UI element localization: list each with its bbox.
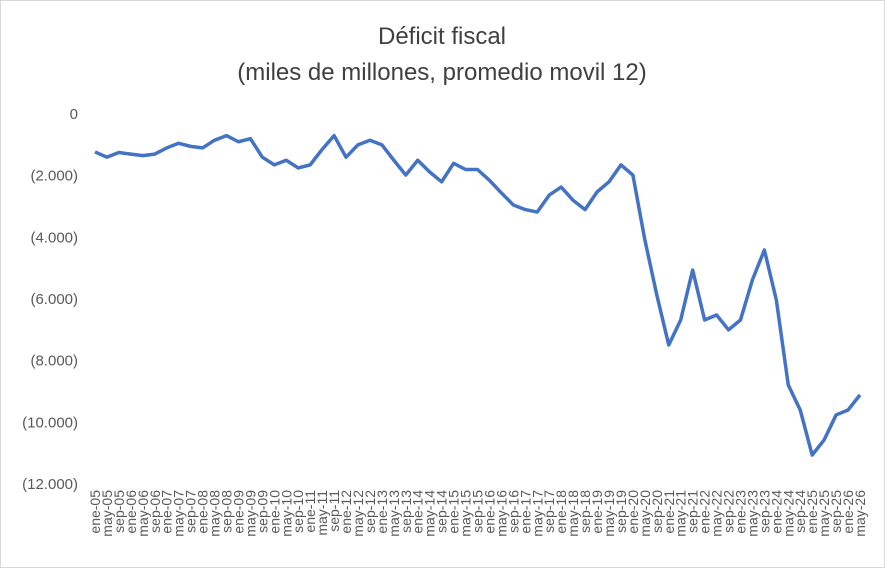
x-tick-label: ene-06	[123, 490, 139, 534]
x-tick-label: may-15	[458, 490, 474, 537]
x-tick-label: may-21	[673, 490, 689, 537]
x-tick-label: ene-15	[446, 490, 462, 534]
x-tick-label: may-08	[207, 490, 223, 537]
x-tick-label: may-12	[350, 490, 366, 537]
x-tick-label: may-22	[709, 490, 725, 537]
y-tick-label: (2.000)	[30, 168, 78, 185]
x-tick-label: ene-25	[804, 490, 820, 534]
x-tick-label: sep-11	[326, 490, 342, 532]
x-tick-label: may-14	[422, 490, 438, 537]
chart-title: Déficit fiscal	[378, 23, 506, 50]
x-tick-label: may-17	[529, 490, 545, 537]
x-tick-label: may-20	[637, 490, 653, 537]
x-tick-label: ene-09	[230, 490, 246, 534]
x-tick-label: may-23	[744, 490, 760, 537]
x-tick-label: sep-07	[183, 490, 199, 533]
x-tick-label: ene-16	[481, 490, 497, 534]
x-tick-label: ene-12	[338, 490, 354, 534]
x-tick-label: sep-08	[218, 490, 234, 533]
x-tick-label: may-24	[780, 490, 796, 537]
chart-subtitle: (miles de millones, promedio movil 12)	[237, 59, 646, 86]
x-tick-label: sep-23	[756, 490, 772, 533]
x-tick-label: ene-11	[302, 490, 318, 533]
x-tick-label: may-16	[493, 490, 509, 537]
x-tick-label: ene-19	[589, 490, 605, 534]
x-tick-label: may-07	[171, 490, 187, 537]
data-line	[94, 133, 862, 457]
y-tick-label: (12.000)	[22, 476, 78, 493]
x-tick-label: sep-06	[147, 490, 163, 533]
x-tick-label: sep-24	[792, 490, 808, 533]
x-tick-label: may-06	[135, 490, 151, 537]
x-tick-label: may-26	[852, 490, 868, 537]
y-tick-label: (6.000)	[30, 291, 78, 308]
x-tick-label: sep-22	[721, 490, 737, 533]
x-tick-label: sep-25	[828, 490, 844, 533]
y-tick-label: (8.000)	[30, 353, 78, 370]
x-tick-label: ene-22	[697, 490, 713, 534]
x-tick-label: may-10	[278, 490, 294, 537]
x-tick-label: sep-21	[685, 490, 701, 533]
x-tick-label: sep-20	[649, 490, 665, 533]
y-tick-label: 0	[70, 106, 78, 123]
x-tick-label: ene-13	[374, 490, 390, 534]
x-tick-label: ene-08	[195, 490, 211, 534]
x-tick-label: ene-20	[625, 490, 641, 534]
x-tick-label: ene-21	[661, 490, 677, 534]
x-tick-label: ene-18	[553, 490, 569, 534]
x-tick-label: sep-14	[434, 490, 450, 533]
x-tick-label: may-18	[565, 490, 581, 537]
x-tick-label: sep-19	[613, 490, 629, 533]
x-tick-label: ene-07	[159, 490, 175, 534]
x-tick-label: sep-12	[362, 490, 378, 533]
x-tick-label: sep-15	[470, 490, 486, 533]
x-tick-label: ene-14	[410, 490, 426, 534]
x-tick-label: ene-24	[768, 490, 784, 534]
x-tick-label: sep-05	[111, 490, 127, 533]
x-tick-label: sep-18	[577, 490, 593, 533]
x-tick-label: ene-05	[87, 490, 103, 534]
x-tick-label: may-09	[242, 490, 258, 537]
x-tick-label: ene-23	[732, 490, 748, 534]
x-tick-label: sep-10	[290, 490, 306, 533]
x-tick-label: ene-17	[517, 490, 533, 534]
x-tick-label: may-13	[386, 490, 402, 537]
x-tick-label: may-25	[816, 490, 832, 537]
x-tick-label: ene-26	[840, 490, 856, 534]
x-tick-label: may-05	[99, 490, 115, 537]
x-tick-label: sep-17	[541, 490, 557, 533]
x-tick-label: ene-10	[266, 490, 282, 534]
x-tick-label: may-19	[601, 490, 617, 537]
x-tick-label: sep-13	[398, 490, 414, 533]
y-tick-label: (4.000)	[30, 229, 78, 246]
x-tick-label: sep-16	[505, 490, 521, 533]
y-tick-label: (10.000)	[22, 414, 78, 431]
x-tick-label: may-11	[314, 490, 330, 536]
x-tick-label: sep-09	[254, 490, 270, 533]
